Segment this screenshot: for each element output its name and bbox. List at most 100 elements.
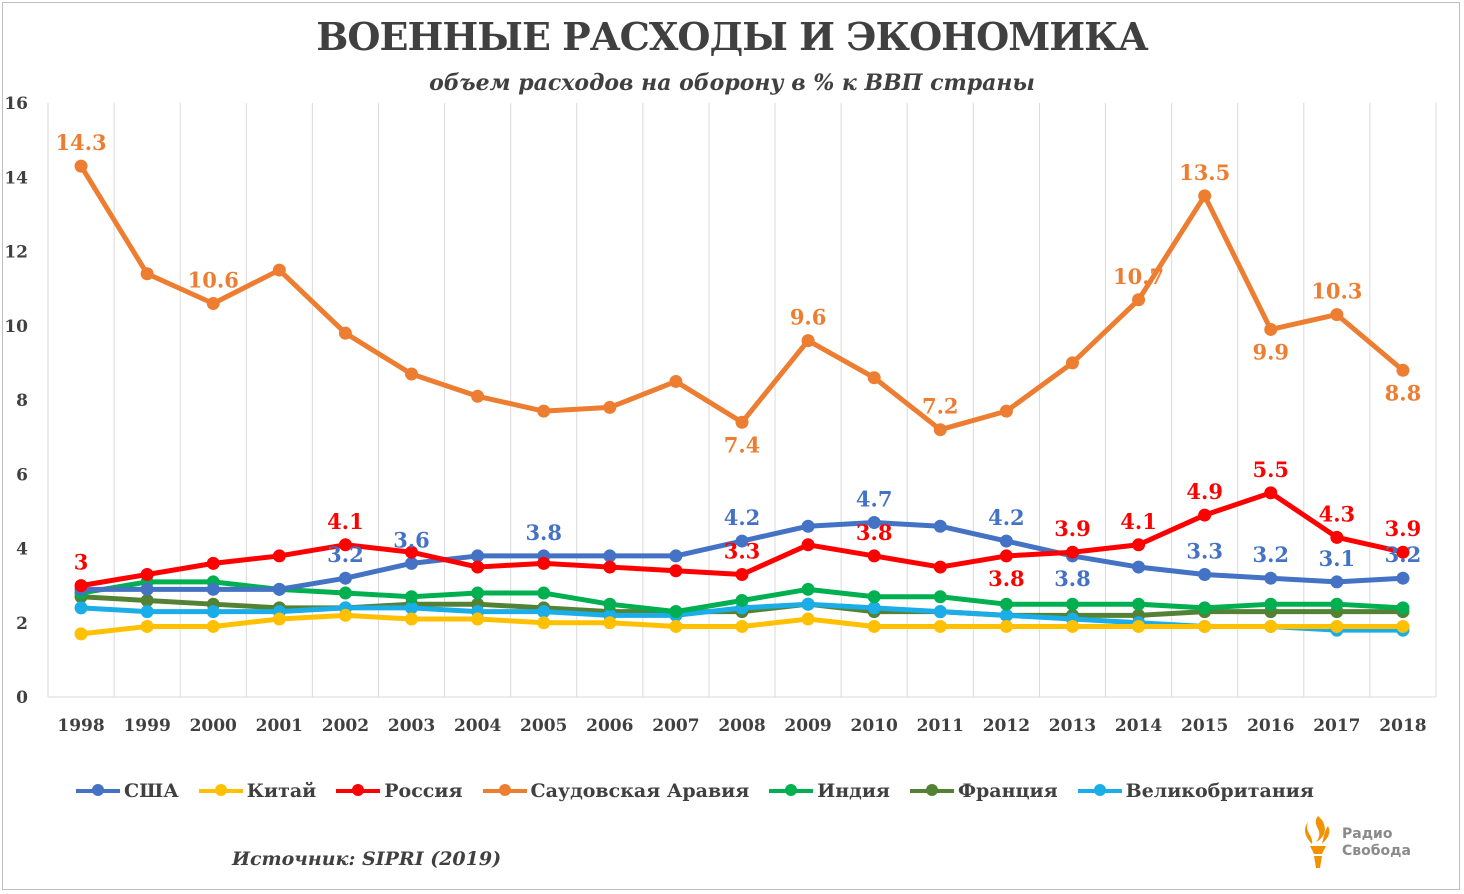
data-point xyxy=(1132,619,1146,633)
legend-item: Индия xyxy=(769,780,890,802)
data-point xyxy=(140,582,154,596)
data-point xyxy=(74,627,88,641)
x-tick-label: 2014 xyxy=(1115,716,1162,736)
data-point xyxy=(1132,538,1146,552)
data-point xyxy=(1330,597,1344,611)
data-point xyxy=(140,567,154,581)
x-tick-label: 2002 xyxy=(322,716,369,736)
data-label: 3.8 xyxy=(525,520,562,545)
legend-label: Китай xyxy=(246,780,317,802)
source-note: Источник: SIPRI (2019) xyxy=(232,848,502,870)
x-tick-label: 2006 xyxy=(586,716,633,736)
data-point xyxy=(603,616,617,630)
data-point xyxy=(537,586,551,600)
x-tick-label: 2001 xyxy=(256,716,303,736)
data-point xyxy=(669,374,683,388)
y-tick-label: 0 xyxy=(16,688,28,708)
x-tick-label: 2016 xyxy=(1247,716,1294,736)
data-label: 3.2 xyxy=(1252,542,1289,567)
data-point xyxy=(603,597,617,611)
data-point xyxy=(603,560,617,574)
data-point xyxy=(933,619,947,633)
legend-item: Китай xyxy=(198,780,317,802)
legend-swatch xyxy=(482,784,527,796)
data-point xyxy=(1198,601,1212,615)
data-point xyxy=(140,619,154,633)
x-tick-label: 2011 xyxy=(917,716,964,736)
data-point xyxy=(471,560,485,574)
x-tick-label: 2007 xyxy=(652,716,699,736)
data-point xyxy=(405,367,419,381)
legend-label: Саудовская Аравия xyxy=(530,780,750,802)
y-tick-label: 8 xyxy=(16,391,28,411)
x-tick-label: 2004 xyxy=(454,716,501,736)
data-point xyxy=(206,556,220,570)
data-point xyxy=(1396,571,1410,585)
data-point xyxy=(206,619,220,633)
y-tick-label: 4 xyxy=(16,540,28,560)
data-label: 3.8 xyxy=(856,520,893,545)
data-point xyxy=(537,556,551,570)
data-point xyxy=(801,582,815,596)
data-point xyxy=(471,612,485,626)
data-point xyxy=(735,415,749,429)
data-point xyxy=(1132,597,1146,611)
x-tick-label: 2010 xyxy=(851,716,898,736)
data-point xyxy=(140,267,154,281)
data-point xyxy=(537,616,551,630)
data-point xyxy=(999,549,1013,563)
data-point xyxy=(74,159,88,173)
data-point xyxy=(1132,560,1146,574)
x-tick-label: 2008 xyxy=(718,716,765,736)
data-label: 10.7 xyxy=(1113,264,1164,289)
legend-label: Индия xyxy=(817,780,890,802)
legend-swatch xyxy=(909,784,954,796)
data-point xyxy=(1264,322,1278,336)
legend-item: Великобритания xyxy=(1077,780,1314,802)
data-label: 10.3 xyxy=(1311,279,1362,304)
y-tick-label: 10 xyxy=(4,317,28,337)
data-label: 3.9 xyxy=(1385,516,1422,541)
x-tick-label: 2009 xyxy=(784,716,831,736)
data-label: 3.2 xyxy=(1385,542,1422,567)
data-point xyxy=(1264,571,1278,585)
data-label: 3.8 xyxy=(1054,566,1091,591)
x-tick-label: 2015 xyxy=(1181,716,1228,736)
data-label: 13.5 xyxy=(1179,160,1230,185)
legend-label: Франция xyxy=(957,780,1058,802)
data-point xyxy=(405,612,419,626)
data-point xyxy=(206,605,220,619)
data-point xyxy=(338,326,352,340)
data-point xyxy=(338,586,352,600)
data-point xyxy=(1198,189,1212,203)
legend-swatch xyxy=(76,784,120,796)
data-point xyxy=(272,612,286,626)
chart-subtitle: объем расходов на оборону в % к ВВП стра… xyxy=(429,70,1035,96)
data-point xyxy=(867,619,881,633)
y-tick-label: 12 xyxy=(4,243,28,263)
x-tick-label: 2013 xyxy=(1049,716,1096,736)
data-label: 4.1 xyxy=(327,509,364,534)
data-point xyxy=(1330,308,1344,322)
data-label: 3.1 xyxy=(1319,546,1356,571)
chart-legend: США Китай Россия Саудовская Аравия Индия Фран… xyxy=(76,780,1334,802)
data-point xyxy=(1264,597,1278,611)
data-label: 4.2 xyxy=(724,505,761,530)
data-point xyxy=(272,582,286,596)
data-point xyxy=(471,586,485,600)
legend-swatch xyxy=(769,784,814,796)
data-label: 3.8 xyxy=(988,566,1025,591)
data-point xyxy=(603,549,617,563)
data-point xyxy=(669,549,683,563)
data-point xyxy=(1396,363,1410,377)
radio-svoboda-logo: Радио Свобода xyxy=(1296,812,1426,872)
logo-line-2: Свобода xyxy=(1342,843,1411,859)
data-point xyxy=(1396,545,1410,559)
data-label: 7.4 xyxy=(724,432,761,457)
data-point xyxy=(801,538,815,552)
data-point xyxy=(867,516,881,530)
data-label: 4.7 xyxy=(856,487,893,512)
data-label: 8.8 xyxy=(1385,380,1422,405)
data-point xyxy=(669,619,683,633)
